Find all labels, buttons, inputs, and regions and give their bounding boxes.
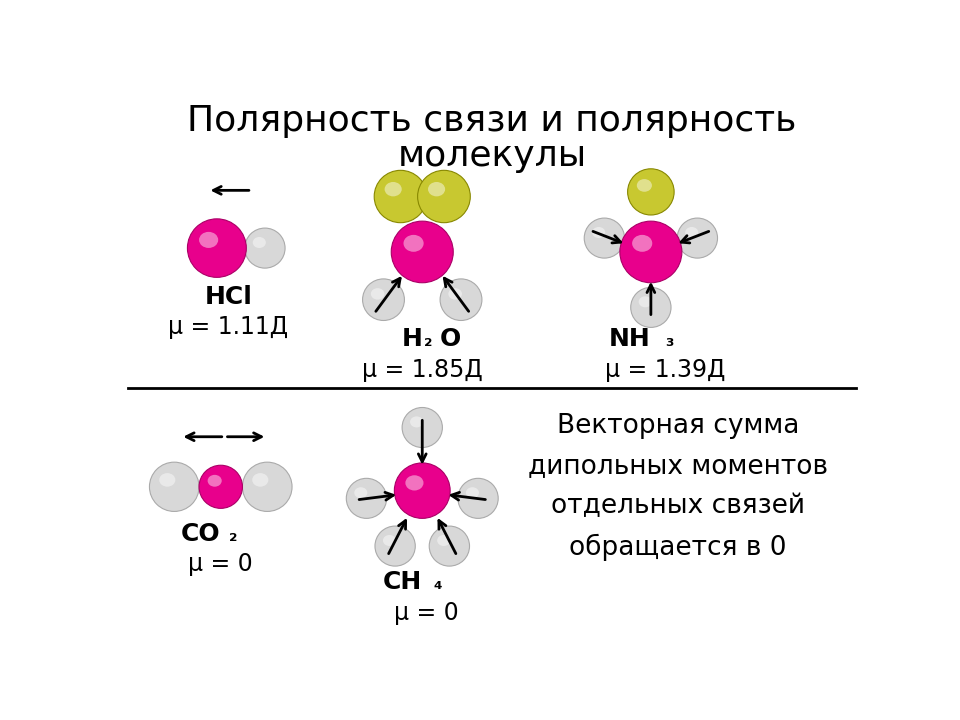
Text: μ = 0: μ = 0 <box>188 552 253 577</box>
Ellipse shape <box>395 463 450 518</box>
Text: молекулы: молекулы <box>397 139 587 173</box>
Text: O: O <box>440 327 461 351</box>
Ellipse shape <box>392 221 453 283</box>
Ellipse shape <box>371 288 384 300</box>
Ellipse shape <box>410 416 423 428</box>
Ellipse shape <box>207 474 222 487</box>
Text: μ = 1.11Д: μ = 1.11Д <box>168 315 289 339</box>
Ellipse shape <box>159 473 176 487</box>
Ellipse shape <box>243 462 292 511</box>
Ellipse shape <box>199 232 218 248</box>
Ellipse shape <box>448 288 462 300</box>
Ellipse shape <box>245 228 285 268</box>
Text: H: H <box>401 327 422 351</box>
Text: CO: CO <box>181 522 221 546</box>
Ellipse shape <box>150 462 199 511</box>
Text: ₂: ₂ <box>228 526 237 545</box>
Ellipse shape <box>403 235 423 252</box>
Ellipse shape <box>631 287 671 328</box>
Ellipse shape <box>187 219 247 277</box>
Ellipse shape <box>636 179 652 192</box>
Text: ₄: ₄ <box>434 575 443 593</box>
Text: μ = 0: μ = 0 <box>394 601 459 625</box>
Ellipse shape <box>428 182 445 197</box>
Ellipse shape <box>620 221 682 283</box>
Ellipse shape <box>402 408 443 448</box>
Ellipse shape <box>638 296 652 307</box>
Text: ₂: ₂ <box>423 331 432 350</box>
Ellipse shape <box>440 279 482 320</box>
Text: ₃: ₃ <box>665 331 673 350</box>
Ellipse shape <box>347 478 387 518</box>
Ellipse shape <box>685 227 698 238</box>
Ellipse shape <box>466 487 479 498</box>
Ellipse shape <box>418 171 470 222</box>
Ellipse shape <box>677 218 717 258</box>
Ellipse shape <box>628 168 674 215</box>
Ellipse shape <box>375 526 416 566</box>
Text: NH: NH <box>610 327 651 351</box>
Text: HCl: HCl <box>204 284 252 309</box>
Ellipse shape <box>374 171 427 222</box>
Ellipse shape <box>199 465 243 508</box>
Ellipse shape <box>632 235 652 252</box>
Ellipse shape <box>458 478 498 518</box>
Ellipse shape <box>385 182 401 197</box>
Ellipse shape <box>363 279 404 320</box>
Ellipse shape <box>383 535 396 546</box>
Ellipse shape <box>437 535 450 546</box>
Ellipse shape <box>354 487 368 498</box>
Text: μ = 1.39Д: μ = 1.39Д <box>605 358 725 382</box>
Text: Векторная сумма
дипольных моментов
отдельных связей
обращается в 0: Векторная сумма дипольных моментов отдел… <box>528 413 828 561</box>
Ellipse shape <box>252 473 269 487</box>
Text: CH: CH <box>383 570 422 594</box>
Text: μ = 1.85Д: μ = 1.85Д <box>362 358 483 382</box>
Ellipse shape <box>592 227 606 238</box>
Ellipse shape <box>585 218 625 258</box>
Ellipse shape <box>252 237 266 248</box>
Ellipse shape <box>405 475 423 490</box>
Text: Полярность связи и полярность: Полярность связи и полярность <box>187 104 797 138</box>
Ellipse shape <box>429 526 469 566</box>
